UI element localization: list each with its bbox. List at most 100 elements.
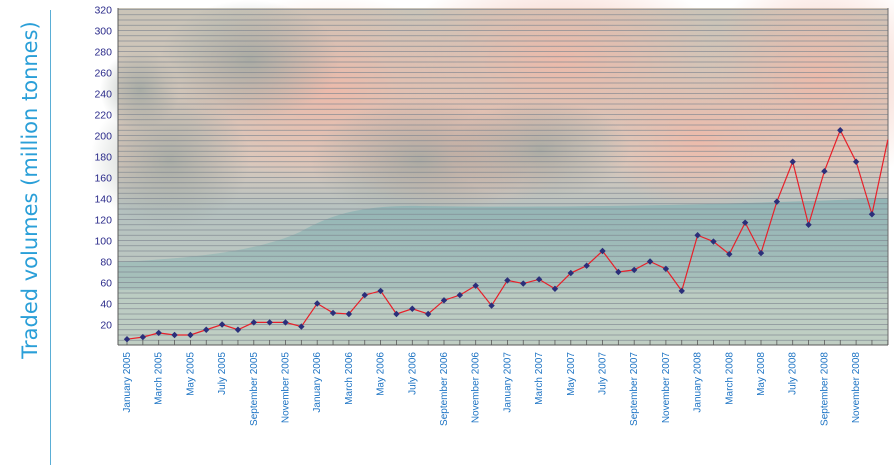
x-tick-label: May 2006 <box>376 352 387 396</box>
data-point <box>646 258 654 265</box>
y-tick-label: 320 <box>94 4 112 16</box>
x-tick-label: September 2005 <box>249 352 260 426</box>
data-point <box>345 310 353 318</box>
data-point <box>409 305 416 312</box>
data-point <box>567 269 574 277</box>
data-point <box>741 219 749 226</box>
data-point <box>472 282 479 289</box>
y-tick-label: 20 <box>100 319 112 331</box>
data-point <box>456 291 464 299</box>
x-tick-label: November 2008 <box>851 352 862 424</box>
x-tick-label: January 2008 <box>693 352 704 413</box>
x-tick-label: March 2006 <box>344 352 355 405</box>
background-cloud <box>600 70 800 210</box>
data-point <box>615 268 622 276</box>
data-point <box>631 266 638 274</box>
data-point <box>139 333 147 341</box>
data-point <box>282 319 289 326</box>
y-tick-label: 160 <box>94 172 112 184</box>
data-point <box>678 287 685 295</box>
y-tick-label: 40 <box>100 298 112 310</box>
data-point <box>726 250 733 258</box>
y-tick-label: 300 <box>94 25 112 37</box>
x-tick-label: July 2005 <box>217 352 228 395</box>
x-tick-label: May 2005 <box>185 352 196 396</box>
data-point <box>234 326 242 333</box>
data-point <box>440 297 448 304</box>
x-tick-label: September 2008 <box>819 352 830 426</box>
data-point <box>520 280 527 287</box>
data-point <box>710 238 717 245</box>
data-point <box>424 310 432 318</box>
x-tick-label: July 2007 <box>598 352 609 395</box>
x-tick-label: January 2007 <box>502 352 513 413</box>
y-tick-label: 280 <box>94 46 112 58</box>
data-point <box>757 249 765 257</box>
y-tick-label: 260 <box>94 67 112 79</box>
data-point <box>329 309 337 317</box>
data-point <box>171 331 178 339</box>
y-axis-title: Traded volumes (million tonnes) <box>10 10 51 465</box>
data-point <box>805 221 812 228</box>
x-tick-label: September 2007 <box>629 352 640 426</box>
data-point <box>361 291 368 299</box>
axes <box>117 8 889 346</box>
data-point <box>314 300 321 307</box>
x-tick-label: March 2008 <box>724 352 735 405</box>
x-tick-label: March 2005 <box>154 352 165 405</box>
data-point <box>250 319 257 326</box>
y-tick-label: 220 <box>94 109 112 121</box>
data-point <box>773 198 781 205</box>
x-tick-label: July 2006 <box>407 352 418 395</box>
data-point <box>789 158 796 165</box>
y-tick-label: 120 <box>94 214 112 226</box>
y-tick-label: 100 <box>94 235 112 247</box>
data-point <box>298 323 305 330</box>
data-point <box>203 326 210 333</box>
y-tick-label: 200 <box>94 130 112 142</box>
x-tick-labels: January 2005 March 2005 May 2005 July 2005 S… <box>122 352 862 426</box>
data-point <box>155 329 162 337</box>
x-tick-label: September 2006 <box>439 352 450 426</box>
y-tick-label: 60 <box>100 277 112 289</box>
data-point <box>821 168 828 175</box>
x-tick-label: May 2008 <box>756 352 767 396</box>
x-tick-label: January 2005 <box>122 352 133 413</box>
data-point <box>583 262 590 269</box>
data-point <box>599 247 606 255</box>
x-tick-label: January 2006 <box>312 352 323 413</box>
x-tick-label: November 2005 <box>281 352 292 424</box>
y-tick-labels: 20 40 60 80 100 120 140 160 180 200 220 240 260 280 30… <box>94 4 112 331</box>
data-point <box>535 276 543 283</box>
x-tick-label: November 2006 <box>471 352 482 424</box>
data-point <box>488 302 495 309</box>
series-line <box>123 127 889 343</box>
y-tick-label: 180 <box>94 151 112 163</box>
data-point <box>852 158 860 165</box>
data-point <box>662 265 670 273</box>
x-tick-label: May 2007 <box>566 352 577 396</box>
x-tick-label: July 2008 <box>788 352 799 395</box>
data-point <box>123 336 131 343</box>
y-tick-label: 240 <box>94 88 112 100</box>
background-sea <box>118 290 888 345</box>
background-cloud <box>100 50 180 130</box>
gridlines <box>118 9 888 341</box>
data-point <box>504 277 511 284</box>
data-point <box>551 285 559 292</box>
background-cloud <box>160 0 340 120</box>
background-cloud <box>450 100 630 200</box>
data-point <box>393 310 400 318</box>
y-tick-label: 80 <box>100 256 112 268</box>
data-point <box>218 321 226 328</box>
data-point <box>694 232 701 239</box>
x-tick-label: March 2007 <box>534 352 545 405</box>
data-point <box>266 319 273 326</box>
x-tick-label: November 2007 <box>661 352 672 424</box>
data-point <box>187 331 194 339</box>
y-tick-label: 140 <box>94 193 112 205</box>
data-point <box>868 211 876 218</box>
data-point <box>837 127 844 134</box>
data-point <box>377 287 384 295</box>
